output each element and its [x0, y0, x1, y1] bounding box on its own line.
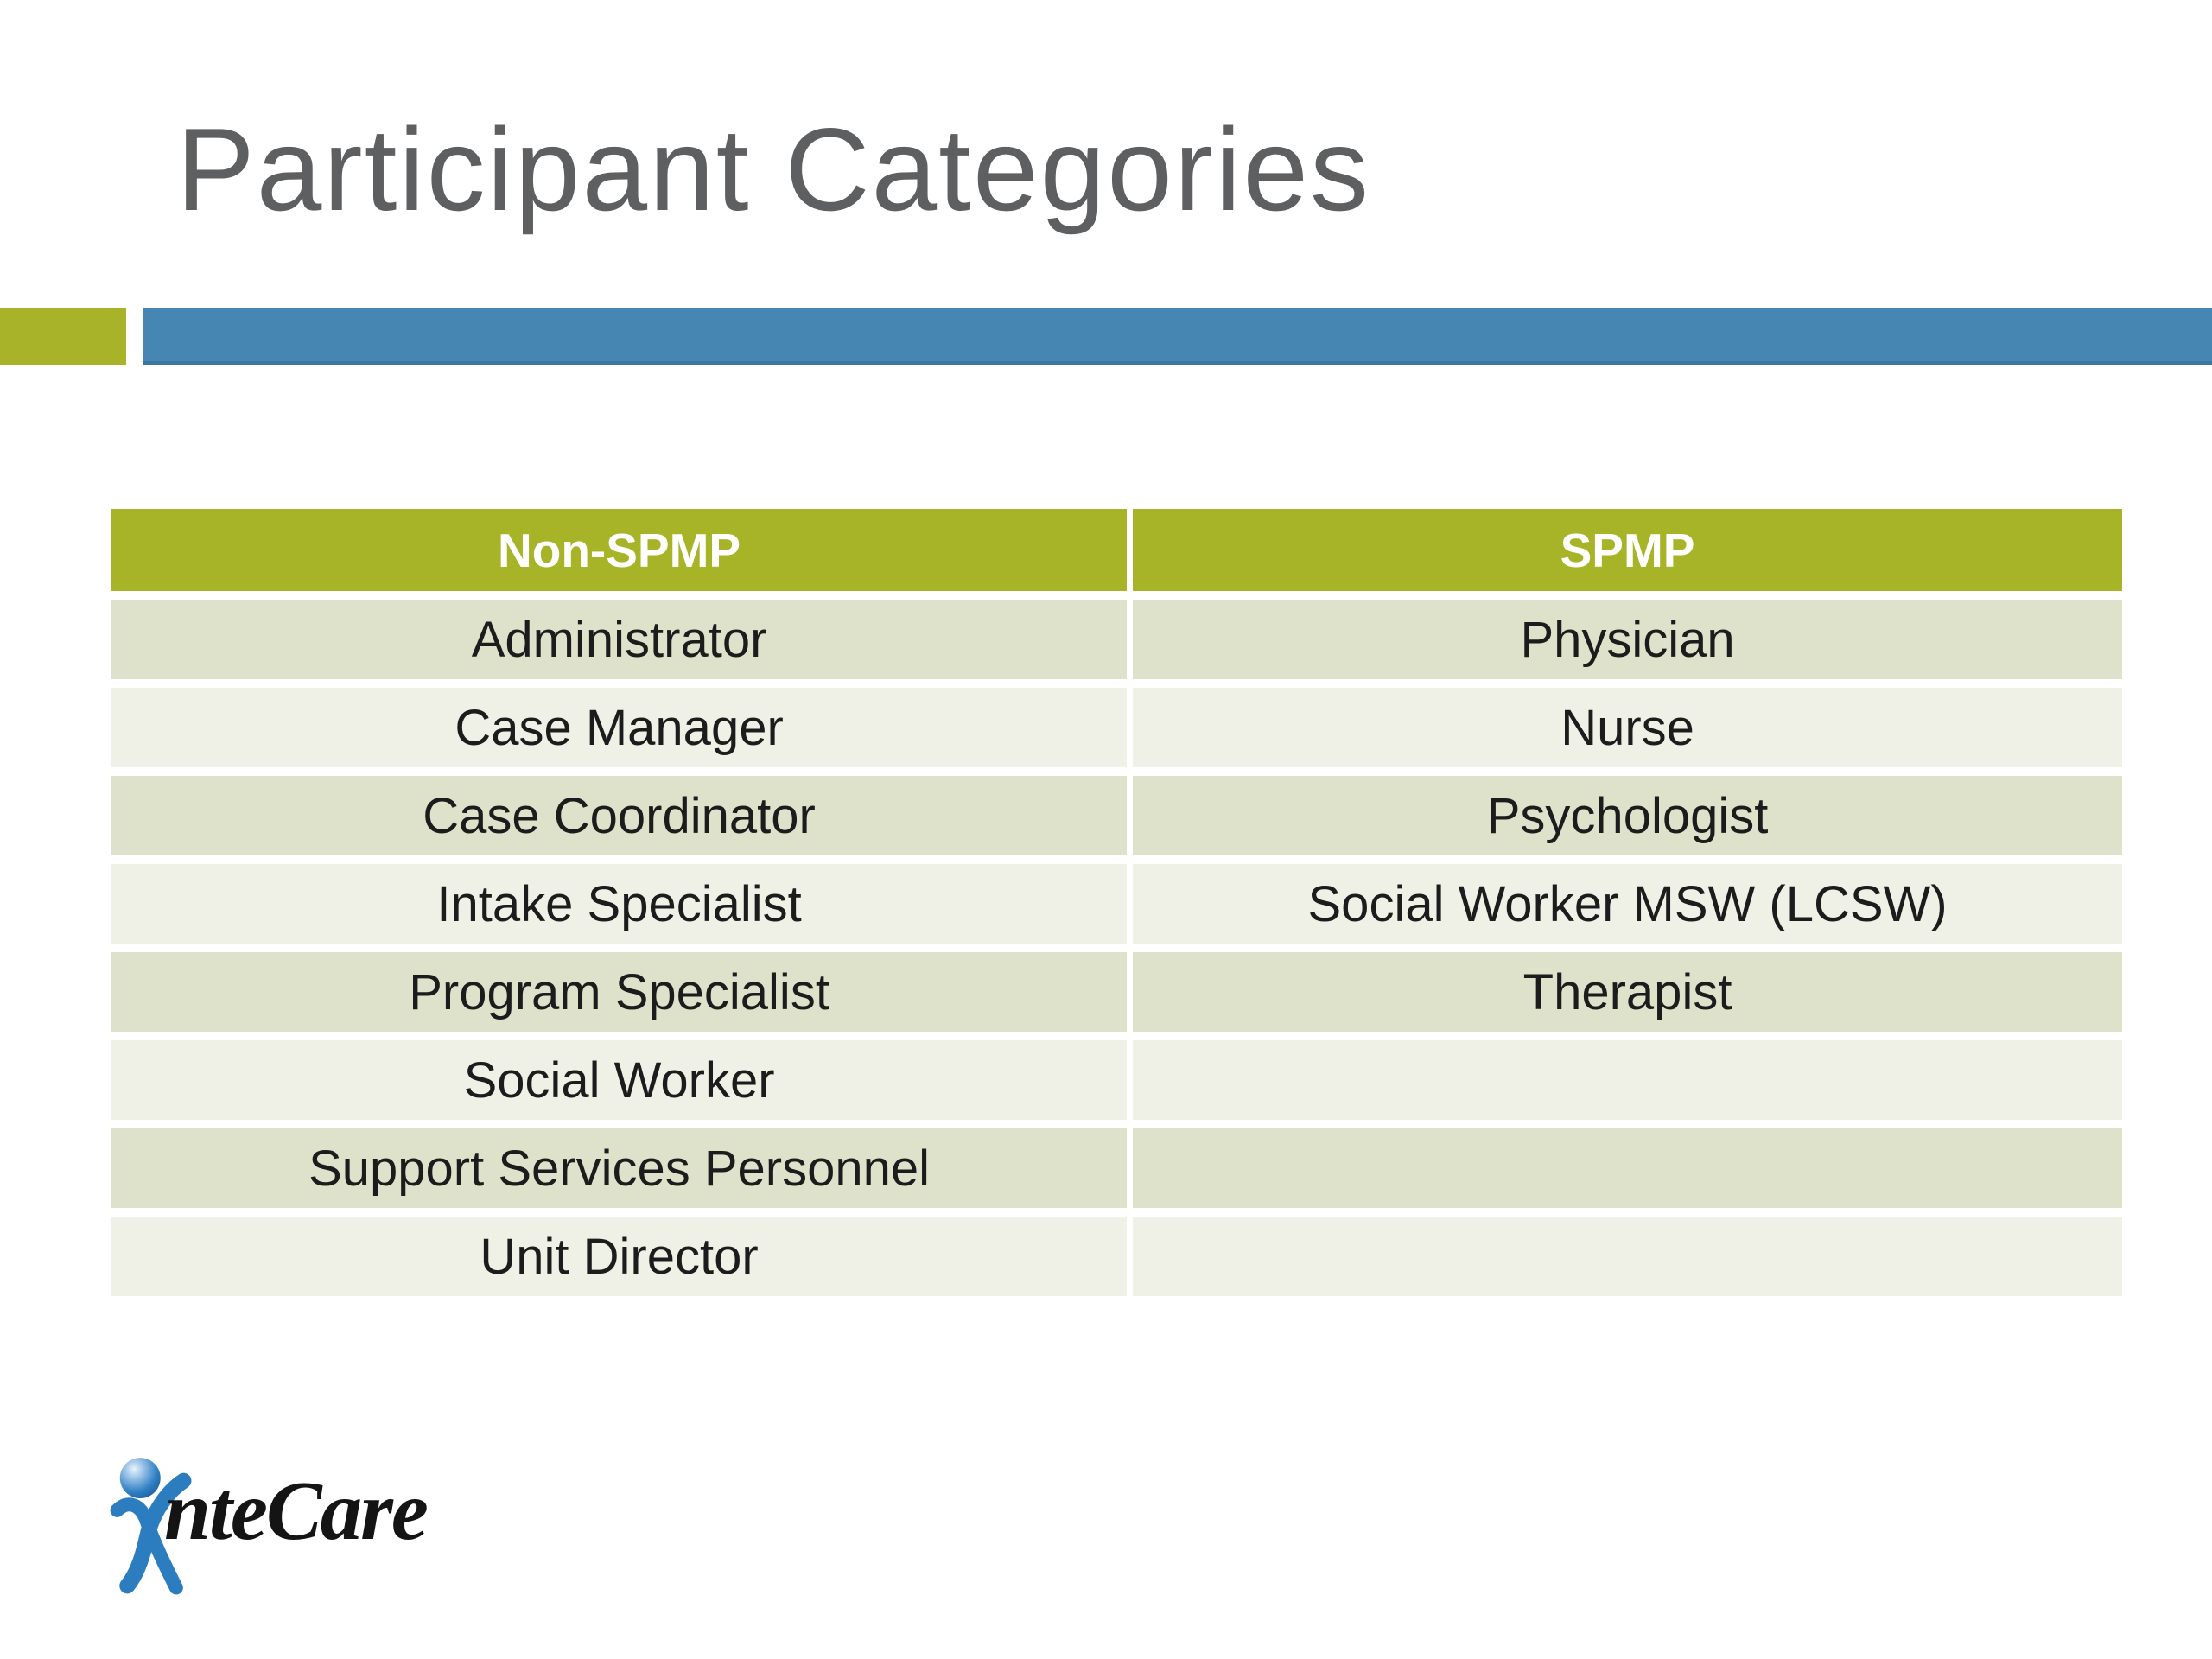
table-cell: Social Worker MSW (LCSW) [1133, 864, 2122, 944]
table-cell: Nurse [1133, 688, 2122, 767]
header-cell-non-spmp: Non-SPMP [111, 509, 1128, 591]
table-cell: Therapist [1133, 952, 2122, 1032]
table-row: Case Coordinator Psychologist [111, 776, 2122, 855]
header-cell-spmp: SPMP [1133, 509, 2122, 591]
accent-green-square [0, 308, 126, 365]
logo-text: nteCare [164, 1465, 429, 1557]
intecare-logo: nteCare [109, 1457, 593, 1604]
table-cell: Case Manager [111, 688, 1128, 767]
accent-blue-bar [143, 308, 2212, 365]
table-row: Support Services Personnel [111, 1128, 2122, 1208]
table-row: Administrator Physician [111, 600, 2122, 679]
person-figure-icon [110, 1458, 192, 1595]
table-cell: Program Specialist [111, 952, 1128, 1032]
table-cell: Social Worker [111, 1040, 1128, 1120]
table-cell: Unit Director [111, 1217, 1128, 1296]
table-cell: Support Services Personnel [111, 1128, 1128, 1208]
table-cell: Psychologist [1133, 776, 2122, 855]
participant-categories-table: Non-SPMP SPMP Administrator Physician Ca… [111, 509, 2122, 1296]
table-cell [1133, 1217, 2122, 1296]
slide-title: Participant Categories [176, 104, 1371, 235]
table-cell: Physician [1133, 600, 2122, 679]
table-row: Intake Specialist Social Worker MSW (LCS… [111, 864, 2122, 944]
table-row: Social Worker [111, 1040, 2122, 1120]
table-header-row: Non-SPMP SPMP [111, 509, 2122, 591]
table-cell: Administrator [111, 600, 1128, 679]
table-cell: Intake Specialist [111, 864, 1128, 944]
table-cell [1133, 1128, 2122, 1208]
table-row: Program Specialist Therapist [111, 952, 2122, 1032]
table-row: Unit Director [111, 1217, 2122, 1296]
table-row: Case Manager Nurse [111, 688, 2122, 767]
table-cell [1133, 1040, 2122, 1120]
table-cell: Case Coordinator [111, 776, 1128, 855]
